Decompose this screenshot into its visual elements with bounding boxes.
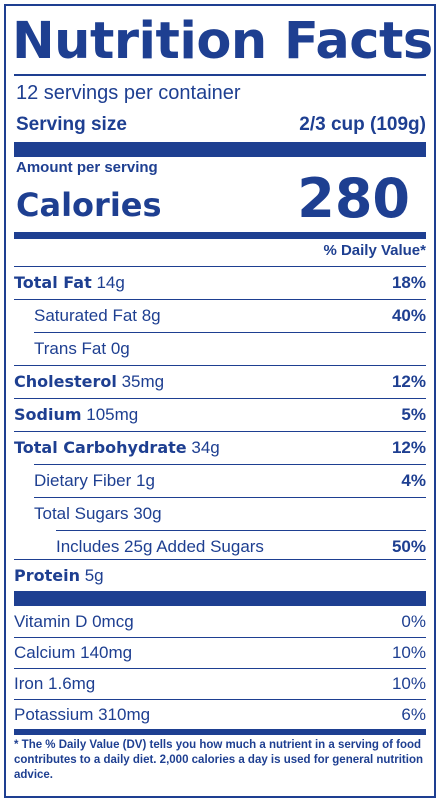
divider: [14, 637, 426, 638]
vitamin-dv: 6%: [401, 705, 426, 724]
divider: [14, 699, 426, 700]
calories-value: 280: [297, 167, 410, 230]
serving-size-value: 2/3 cup (109g): [299, 114, 426, 135]
divider: [34, 332, 426, 333]
label-content: Nutrition Facts 12 servings per containe…: [12, 6, 433, 796]
nutrient-dv: 12%: [391, 372, 426, 391]
vitamin-dv: 10%: [391, 643, 426, 662]
nutrient-row-dietary-fiber: Dietary Fiber 1g 4%: [14, 465, 426, 497]
thick-divider-top: [14, 142, 426, 157]
nutrient-amount: 35mg: [121, 372, 165, 391]
nutrition-facts-label: Nutrition Facts 12 servings per containe…: [4, 4, 436, 798]
nutrient-dv: 50%: [391, 537, 426, 556]
nutrient-dv: 4%: [401, 471, 426, 490]
divider: [14, 668, 426, 669]
nutrient-name: Sodium: [14, 405, 82, 424]
vitamin-row-potassium: Potassium 310mg 6%: [14, 700, 426, 730]
nutrient-amount: 34g: [191, 438, 220, 457]
divider: [14, 266, 426, 267]
daily-value-header: % Daily Value*: [323, 242, 426, 259]
nutrient-row-saturated-fat: Saturated Fat 8g 40%: [14, 300, 426, 332]
servings-per-container: 12 servings per container: [16, 82, 241, 104]
nutrient-dv: 18%: [391, 273, 426, 292]
nutrient-name: Trans Fat 0g: [34, 339, 130, 358]
vitamin-name: Calcium 140mg: [14, 643, 133, 662]
divider: [34, 497, 426, 498]
nutrient-row-protein: Protein 5g: [14, 560, 426, 592]
calories-label: Calories: [16, 186, 162, 224]
nutrient-row-trans-fat: Trans Fat 0g: [14, 333, 426, 365]
divider: [14, 559, 426, 560]
vitamin-row-iron: Iron 1.6mg 10%: [14, 669, 426, 699]
vitamin-row-calcium: Calcium 140mg 10%: [14, 638, 426, 668]
nutrient-name: Total Sugars 30g: [34, 504, 162, 523]
nutrient-name: Total Carbohydrate: [14, 438, 187, 457]
divider: [14, 365, 426, 366]
amount-per-serving: Amount per serving: [16, 159, 158, 176]
vitamin-dv: 0%: [401, 612, 426, 631]
nutrient-amount: 5g: [84, 566, 104, 585]
nutrient-name: Protein: [14, 566, 80, 585]
footnote-divider: [14, 729, 426, 735]
label-title: Nutrition Facts: [12, 12, 433, 71]
serving-size-row: Serving size 2/3 cup (109g): [16, 114, 426, 136]
divider: [14, 431, 426, 432]
divider: [14, 299, 426, 300]
nutrient-row-added-sugars: Includes 25g Added Sugars 50%: [14, 531, 426, 563]
medium-divider: [14, 232, 426, 239]
vitamin-row-vitamin-d: Vitamin D 0mcg 0%: [14, 607, 426, 637]
nutrient-row-cholesterol: Cholesterol 35mg 12%: [14, 366, 426, 398]
nutrient-name: Saturated Fat 8g: [34, 306, 161, 325]
nutrient-dv: 5%: [401, 405, 426, 424]
title-divider: [14, 74, 426, 76]
nutrient-row-total-carbohydrate: Total Carbohydrate 34g 12%: [14, 432, 426, 464]
divider: [56, 530, 426, 531]
nutrient-row-total-fat: Total Fat 14g 18%: [14, 267, 426, 299]
nutrient-name: Dietary Fiber 1g: [34, 471, 155, 490]
nutrient-name: Cholesterol: [14, 372, 117, 391]
nutrient-name: Includes 25g Added Sugars: [56, 537, 264, 556]
nutrient-row-sodium: Sodium 105mg 5%: [14, 399, 426, 431]
nutrient-dv: 40%: [391, 306, 426, 325]
footnote: * The % Daily Value (DV) tells you how m…: [14, 739, 424, 781]
divider: [14, 398, 426, 399]
vitamin-name: Potassium 310mg: [14, 705, 151, 724]
thick-divider-vitamins: [14, 591, 426, 606]
vitamin-dv: 10%: [391, 674, 426, 693]
nutrient-amount: 14g: [96, 273, 125, 292]
vitamin-name: Vitamin D 0mcg: [14, 612, 134, 631]
divider: [34, 464, 426, 465]
nutrient-dv: 12%: [391, 438, 426, 457]
nutrient-amount: 105mg: [86, 405, 139, 424]
nutrient-name: Total Fat: [14, 273, 92, 292]
nutrient-row-total-sugars: Total Sugars 30g: [14, 498, 426, 530]
serving-size-label: Serving size: [16, 114, 127, 135]
vitamin-name: Iron 1.6mg: [14, 674, 96, 693]
